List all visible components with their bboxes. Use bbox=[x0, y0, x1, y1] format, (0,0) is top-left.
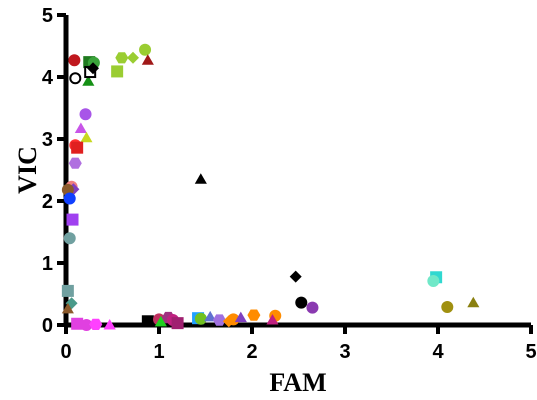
data-point bbox=[212, 314, 226, 326]
x-tick-label: 3 bbox=[339, 341, 350, 363]
x-axis-title: FAM bbox=[269, 368, 326, 397]
data-point bbox=[441, 301, 454, 314]
data-point bbox=[171, 317, 184, 330]
data-point bbox=[61, 302, 74, 314]
data-point bbox=[80, 131, 93, 143]
axes-layer bbox=[63, 15, 531, 328]
x-tick-label: 4 bbox=[432, 341, 444, 363]
data-point bbox=[68, 157, 82, 169]
data-point bbox=[247, 309, 261, 321]
labels-layer: 0 1 2 3 4 5 0 1 2 3 4 5 bbox=[42, 5, 537, 363]
data-point bbox=[115, 52, 129, 64]
y-axis-title: VIC bbox=[13, 146, 42, 194]
data-point bbox=[80, 319, 93, 331]
data-point bbox=[89, 318, 103, 330]
data-point bbox=[234, 311, 247, 323]
data-point bbox=[467, 296, 480, 308]
data-point bbox=[289, 270, 302, 283]
data-point bbox=[295, 296, 308, 309]
data-point bbox=[141, 315, 154, 328]
ticks-layer bbox=[57, 13, 533, 334]
data-point bbox=[68, 54, 81, 67]
data-point bbox=[194, 312, 207, 325]
y-tick-label: 0 bbox=[42, 315, 53, 337]
data-point bbox=[194, 173, 207, 184]
data-point bbox=[204, 310, 217, 322]
data-point bbox=[61, 284, 74, 297]
x-tick-label: 2 bbox=[246, 341, 257, 363]
data-point bbox=[82, 75, 95, 86]
data-point bbox=[66, 213, 79, 226]
y-tick-label: 5 bbox=[42, 5, 53, 27]
data-point bbox=[139, 43, 152, 56]
data-point bbox=[87, 62, 99, 75]
data-point bbox=[74, 122, 87, 133]
data-point bbox=[63, 192, 76, 205]
x-tick-label: 5 bbox=[525, 341, 536, 363]
y-tick-label: 4 bbox=[42, 67, 54, 89]
data-point bbox=[71, 317, 84, 330]
data-point bbox=[69, 72, 82, 85]
data-point bbox=[427, 274, 440, 287]
x-tick-label: 0 bbox=[60, 341, 71, 363]
data-point bbox=[103, 319, 116, 330]
y-tick-label: 2 bbox=[42, 191, 53, 213]
data-point bbox=[227, 313, 240, 326]
data-point bbox=[79, 108, 92, 121]
y-tick-label: 1 bbox=[42, 253, 53, 275]
y-tick-label: 3 bbox=[42, 129, 53, 151]
data-point bbox=[71, 141, 84, 154]
data-point bbox=[154, 315, 167, 327]
data-point bbox=[266, 314, 279, 325]
data-point bbox=[63, 232, 76, 245]
data-point bbox=[111, 65, 124, 78]
data-point bbox=[127, 51, 139, 64]
data-point bbox=[306, 301, 319, 314]
data-point bbox=[141, 54, 154, 65]
x-tick-label: 1 bbox=[153, 341, 164, 363]
points-layer bbox=[61, 43, 480, 331]
